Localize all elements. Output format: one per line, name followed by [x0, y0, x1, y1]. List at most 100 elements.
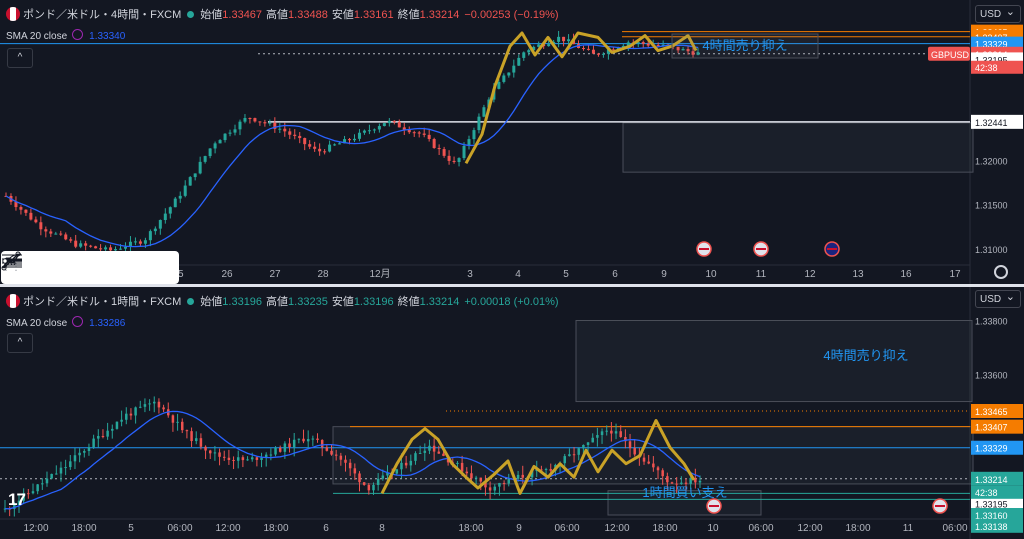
- chart-canvas-1h[interactable]: 4時間売り抑え 1時間買い支え 1.33800 1.33600 1.33465 1.334…: [0, 287, 1024, 539]
- candle-body: [236, 457, 240, 461]
- time-axis-label: 27: [269, 269, 281, 280]
- close-label: 終値: [397, 296, 420, 308]
- price-axis-label: 1.31000: [975, 245, 1008, 255]
- candle-body: [642, 457, 646, 462]
- candle-body: [44, 229, 48, 232]
- candle-body: [680, 482, 683, 484]
- candle-body: [427, 134, 431, 140]
- time-axis-label: 5: [128, 523, 134, 534]
- time-axis-label: 13: [852, 269, 864, 280]
- candle-body: [194, 438, 198, 442]
- zone-box: [575, 320, 973, 403]
- time-axis-label: 11: [903, 523, 914, 534]
- candle-body: [626, 42, 630, 46]
- candle-body: [532, 46, 536, 51]
- candle-body: [188, 177, 192, 186]
- time-axis-label: 18:00: [263, 523, 288, 534]
- candle-body: [344, 459, 347, 463]
- zone-box: [622, 122, 974, 173]
- currency-select[interactable]: USD: [975, 288, 1021, 308]
- close-label: 終値: [397, 9, 420, 21]
- candle-body: [661, 470, 664, 477]
- symbol-title[interactable]: ポンド／米ドル・1時間・FXCM: [23, 296, 182, 308]
- candle-body: [263, 122, 267, 124]
- price-tag: [971, 471, 1023, 486]
- parallel-channel-icon[interactable]: [2, 254, 106, 279]
- candle-body: [367, 484, 371, 491]
- sma-label: SMA 20 close: [6, 318, 68, 329]
- candle-body: [111, 428, 114, 431]
- symbol-title[interactable]: ポンド／米ドル・4時間・FXCM: [23, 9, 182, 21]
- candle-body: [400, 462, 403, 470]
- candle-body: [193, 173, 197, 178]
- candle-body: [348, 462, 352, 469]
- candle-body: [372, 129, 376, 131]
- price-tag: [971, 496, 1023, 511]
- sma-legend[interactable]: SMA 20 close 1.33340: [6, 29, 125, 42]
- annotation-box: [671, 33, 819, 59]
- trend-line-icon[interactable]: [2, 253, 74, 279]
- candle-body: [204, 446, 207, 451]
- visibility-icon[interactable]: [72, 316, 84, 327]
- candle-body: [684, 482, 688, 484]
- time-axis-label: 12: [804, 269, 816, 280]
- candle-body: [367, 130, 371, 132]
- collapse-legend-button[interactable]: ^: [7, 48, 33, 68]
- candle-body: [41, 483, 44, 485]
- candle-body: [606, 49, 610, 54]
- chart-settings-icon[interactable]: [994, 265, 1008, 279]
- candle-body: [521, 474, 525, 478]
- candle-body: [128, 241, 132, 247]
- candle-body: [318, 148, 322, 152]
- candle-body: [376, 478, 380, 485]
- zone-box: [332, 426, 974, 485]
- price-tag: [971, 508, 1023, 522]
- candle-body: [213, 143, 217, 149]
- candle-body: [273, 122, 277, 129]
- candle-body: [698, 480, 702, 483]
- candle-body: [208, 450, 212, 454]
- candle-body: [306, 439, 310, 442]
- symbol-badge-label: GBPUSD: [931, 50, 970, 60]
- candle-body: [362, 482, 366, 485]
- time-axis-label: 06:00: [167, 523, 192, 534]
- candle-body: [55, 473, 58, 475]
- price-tag-label: 1.33465: [975, 407, 1008, 417]
- candle-body: [325, 447, 329, 451]
- fib-tool-icon[interactable]: [2, 253, 138, 279]
- candle-body: [633, 448, 636, 455]
- candle-body: [456, 462, 459, 464]
- chart-pane-4h[interactable]: 4時間売り抑え1.334651.334071.333291.332141.331…: [0, 0, 1024, 285]
- visibility-icon[interactable]: [72, 29, 84, 40]
- candle-body: [516, 474, 520, 479]
- candle-body: [59, 467, 63, 474]
- sma-legend[interactable]: SMA 20 close 1.33286: [6, 316, 125, 329]
- candle-body: [143, 240, 147, 244]
- tradingview-logo-icon[interactable]: 17: [8, 490, 26, 509]
- candle-body: [586, 48, 590, 50]
- low-label: 安値: [331, 296, 354, 308]
- horizontal-ray-icon[interactable]: [2, 257, 170, 279]
- candle-body: [54, 233, 58, 235]
- price-tag-label: 1.32441: [975, 118, 1008, 128]
- collapse-legend-button[interactable]: ^: [7, 333, 33, 353]
- time-axis-label: 28: [317, 269, 329, 280]
- price-axis-label: 1.31500: [975, 201, 1008, 211]
- pane-divider[interactable]: [0, 284, 1024, 287]
- chart-canvas-4h[interactable]: 4時間売り抑え1.334651.334071.333291.332141.331…: [0, 0, 1024, 285]
- candle-body: [297, 438, 301, 440]
- candle-body: [417, 132, 421, 134]
- candle-body: [109, 247, 113, 251]
- candle-body: [397, 121, 401, 128]
- candle-body: [208, 148, 212, 157]
- candle-body: [498, 482, 501, 487]
- candle-body: [333, 144, 337, 146]
- price-axis-label: 1.33800: [975, 317, 1008, 327]
- candle-body: [442, 149, 446, 156]
- candle-body: [171, 415, 175, 423]
- time-axis-label: 4: [515, 269, 521, 280]
- currency-select[interactable]: USD: [975, 3, 1021, 23]
- candle-body: [269, 454, 273, 456]
- chart-pane-1h[interactable]: 4時間売り抑え 1時間買い支え 1.33800 1.33600 1.33465 1.334…: [0, 287, 1024, 539]
- candle-body: [392, 120, 396, 122]
